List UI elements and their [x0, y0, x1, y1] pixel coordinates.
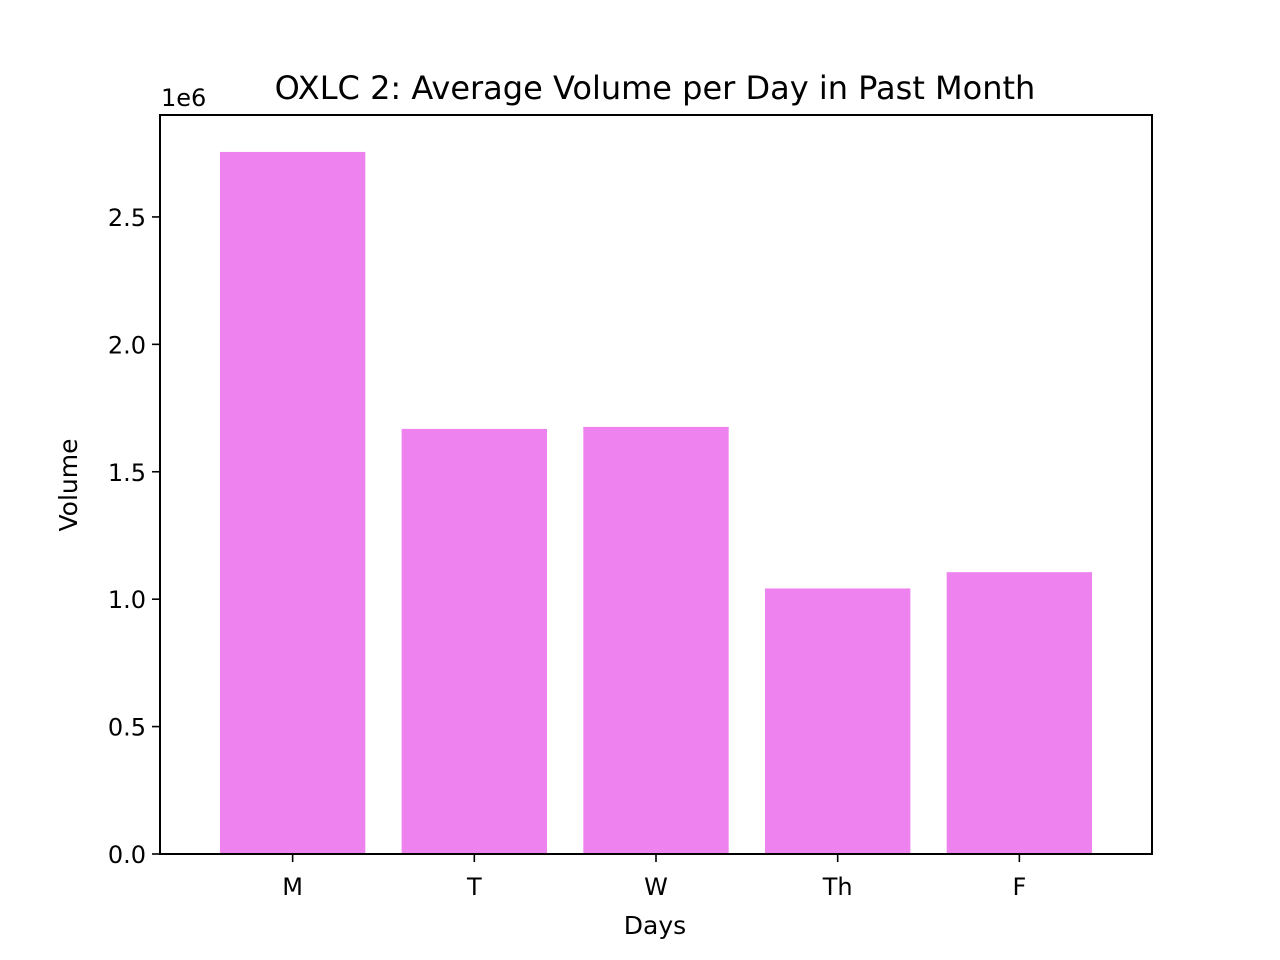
y-tick-label: 2.5: [108, 204, 146, 232]
x-tick-label: Th: [822, 873, 853, 901]
bars-group: [219, 151, 1093, 854]
y-tick-label: 1.0: [108, 586, 146, 614]
y-tick-label: 0.0: [108, 841, 146, 869]
x-tick-label: T: [466, 873, 482, 901]
y-axis-offset-label: 1e6: [161, 84, 206, 112]
bar-f: [946, 572, 1093, 854]
x-tick-label: F: [1012, 873, 1026, 901]
x-axis-label: Days: [624, 911, 686, 940]
chart-title: OXLC 2: Average Volume per Day in Past M…: [275, 69, 1036, 107]
bar-t: [401, 428, 547, 854]
x-tick-label: W: [644, 873, 668, 901]
y-tick-label: 2.0: [108, 331, 146, 359]
bar-w: [583, 426, 729, 854]
x-tick-label: M: [282, 873, 303, 901]
y-tick-label: 1.5: [108, 459, 146, 487]
bar-m: [219, 151, 366, 854]
y-axis-ticks: 0.0 0.5 1.0 1.5 2.0 2.5: [108, 204, 160, 869]
y-tick-label: 0.5: [108, 714, 146, 742]
y-axis-label: Volume: [54, 439, 83, 532]
bar-th: [765, 588, 911, 854]
x-axis-ticks: M T W Th F: [282, 854, 1026, 901]
